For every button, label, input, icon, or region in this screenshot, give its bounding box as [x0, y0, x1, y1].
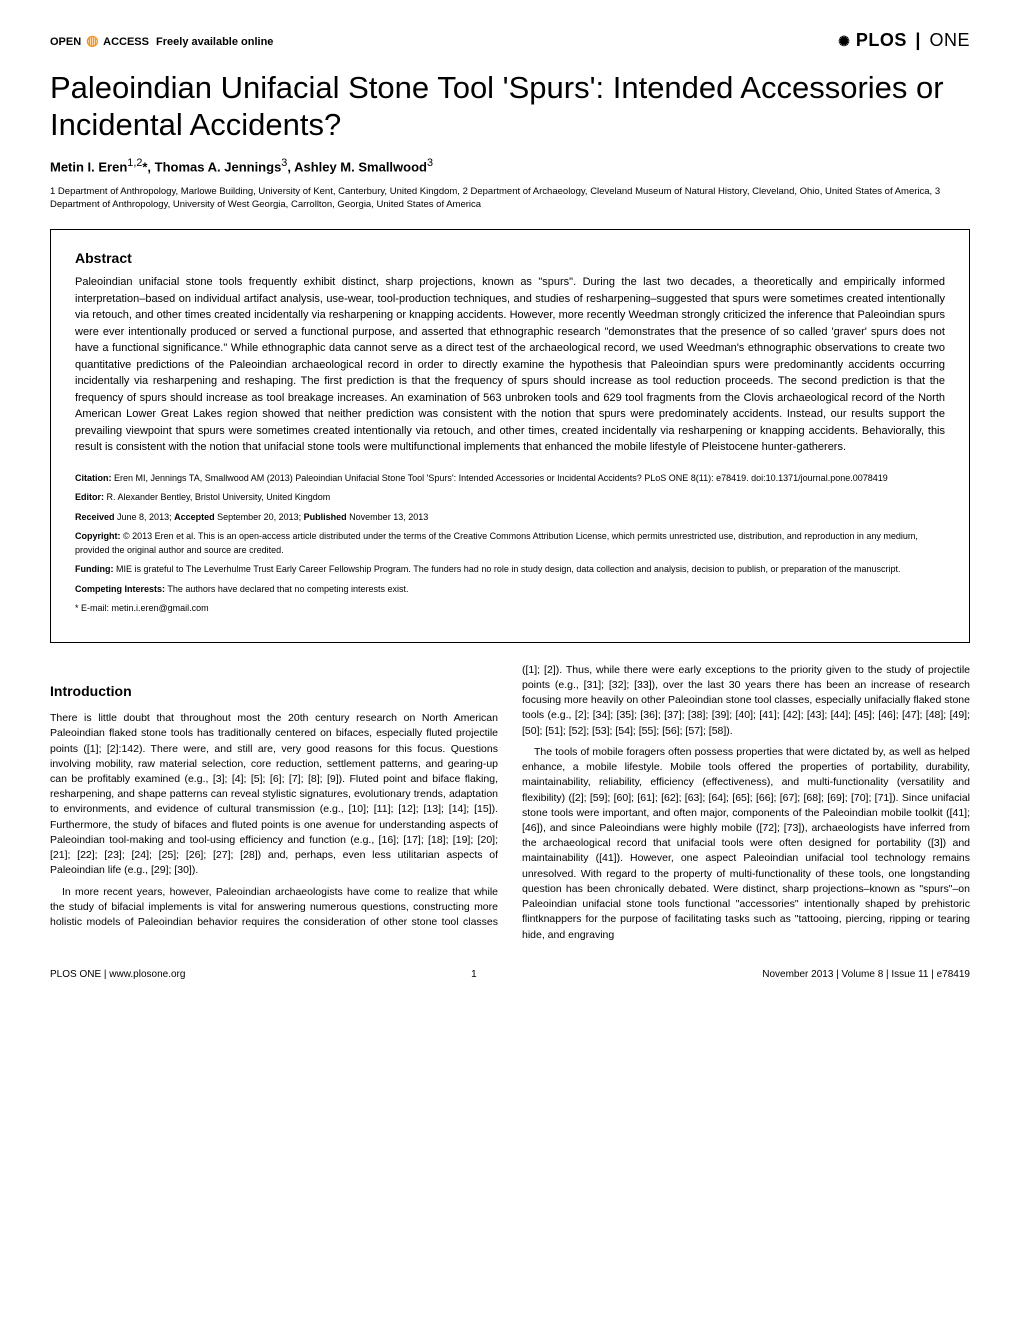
intro-p1: There is little doubt that throughout mo… [50, 711, 498, 878]
competing-label: Competing Interests: [75, 584, 165, 594]
logo-pipe: | [915, 30, 921, 50]
author-2: , Thomas A. Jennings [147, 160, 281, 175]
abstract-text: Paleoindian unifacial stone tools freque… [75, 274, 945, 456]
dates-line: Received June 8, 2013; Accepted Septembe… [75, 511, 945, 525]
intro-heading: Introduction [50, 681, 498, 701]
plos-dot-icon: ✺ [838, 33, 850, 49]
citation-line: Citation: Eren MI, Jennings TA, Smallwoo… [75, 472, 945, 486]
copyright-text: © 2013 Eren et al. This is an open-acces… [75, 531, 918, 555]
intro-p3: The tools of mobile foragers often posse… [522, 745, 970, 943]
editor-text: R. Alexander Bentley, Bristol University… [104, 492, 330, 502]
published-label: Published [304, 512, 347, 522]
header-row: OPEN ◍ ACCESS Freely available online ✺ … [50, 30, 970, 51]
abstract-heading: Abstract [75, 250, 945, 266]
received-text: June 8, 2013; [115, 512, 175, 522]
body-columns: Introduction There is little doubt that … [50, 663, 970, 943]
footer-page-number: 1 [471, 969, 477, 980]
footer-left: PLOS ONE | www.plosone.org [50, 969, 185, 980]
journal-logo: ✺ PLOS | ONE [838, 30, 970, 51]
competing-text: The authors have declared that no compet… [165, 584, 408, 594]
article-title: Paleoindian Unifacial Stone Tool 'Spurs'… [50, 69, 970, 143]
author-3-sup: 3 [427, 157, 433, 169]
copyright-label: Copyright: [75, 531, 121, 541]
funding-text: MIE is grateful to The Leverhulme Trust … [113, 564, 900, 574]
access-label: ACCESS [103, 36, 149, 48]
author-1-sup: 1,2 [127, 157, 142, 169]
open-access-badge: OPEN ◍ ACCESS Freely available online [50, 32, 273, 49]
funding-label: Funding: [75, 564, 113, 574]
authors-line: Metin I. Eren1,2*, Thomas A. Jennings3, … [50, 157, 970, 174]
citation-text: Eren MI, Jennings TA, Smallwood AM (2013… [112, 473, 888, 483]
accepted-label: Accepted [174, 512, 215, 522]
received-label: Received [75, 512, 115, 522]
author-3: , Ashley M. Smallwood [287, 160, 427, 175]
competing-line: Competing Interests: The authors have de… [75, 583, 945, 597]
open-access-icon: ◍ [86, 32, 98, 48]
open-label: OPEN [50, 36, 81, 48]
citation-label: Citation: [75, 473, 112, 483]
abstract-box: Abstract Paleoindian unifacial stone too… [50, 229, 970, 643]
copyright-line: Copyright: © 2013 Eren et al. This is an… [75, 530, 945, 557]
page-footer: PLOS ONE | www.plosone.org 1 November 20… [50, 969, 970, 980]
published-text: November 13, 2013 [347, 512, 429, 522]
footer-right: November 2013 | Volume 8 | Issue 11 | e7… [762, 969, 970, 980]
email-line: * E-mail: metin.i.eren@gmail.com [75, 602, 945, 616]
accepted-text: September 20, 2013; [215, 512, 304, 522]
one-label: ONE [929, 30, 970, 50]
freely-available: Freely available online [156, 36, 273, 48]
plos-label: PLOS [856, 30, 907, 50]
author-1: Metin I. Eren [50, 160, 127, 175]
funding-line: Funding: MIE is grateful to The Leverhul… [75, 563, 945, 577]
affiliations: 1 Department of Anthropology, Marlowe Bu… [50, 185, 970, 212]
editor-label: Editor: [75, 492, 104, 502]
editor-line: Editor: R. Alexander Bentley, Bristol Un… [75, 491, 945, 505]
